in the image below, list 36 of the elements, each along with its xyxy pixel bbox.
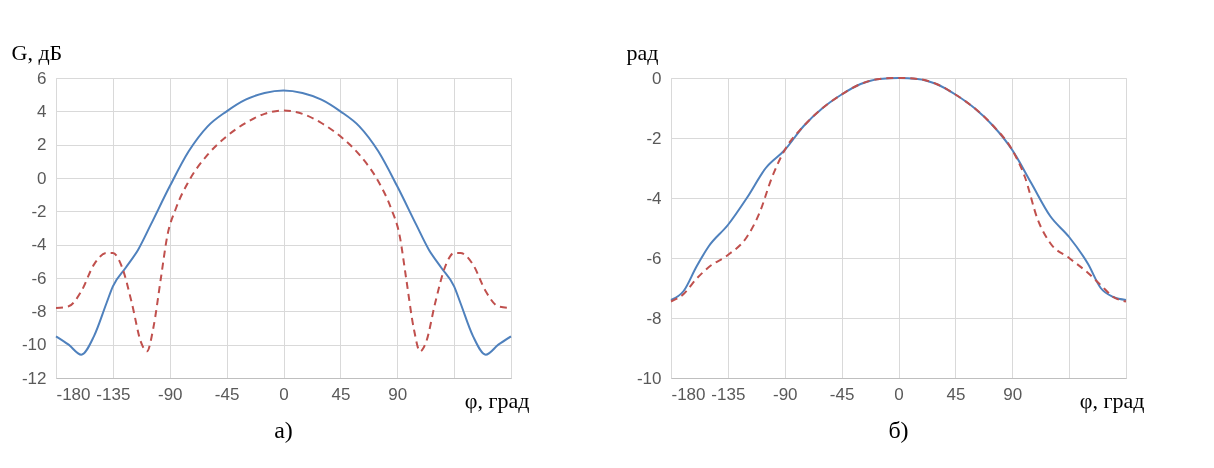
x-tick-label: 45: [946, 384, 966, 404]
y-axis-title: G, дБ: [11, 39, 63, 65]
y-tick-label: -8: [31, 301, 47, 321]
y-tick-label: -10: [636, 368, 662, 388]
y-tick-label: 4: [37, 101, 47, 121]
x-axis-title: φ, град: [464, 387, 530, 413]
y-tick-label: 0: [37, 168, 47, 188]
x-tick-label: 0: [279, 384, 289, 404]
y-tick-label: -12: [21, 368, 47, 388]
y-axis-title: рад: [626, 39, 659, 65]
x-tick-label: -45: [829, 384, 855, 404]
y-tick-label: 2: [37, 135, 47, 155]
x-tick-label: -180: [671, 384, 706, 404]
x-tick-label: -180: [56, 384, 91, 404]
y-tick-label: -6: [31, 268, 47, 288]
x-axis-title: φ, град: [1079, 387, 1145, 413]
y-tick-label: -4: [646, 188, 662, 208]
text: б): [888, 417, 909, 443]
y-tick-label: -8: [646, 308, 662, 328]
y-tick-label: 6: [37, 68, 47, 88]
y-tick-label: 0: [652, 68, 662, 88]
y-tick-label: -10: [21, 335, 47, 355]
x-tick-label: -45: [214, 384, 240, 404]
x-tick-label: 90: [1003, 384, 1023, 404]
y-tick-label: -4: [31, 235, 47, 255]
x-tick-label: 0: [894, 384, 904, 404]
y-tick-label: -2: [31, 201, 47, 221]
x-tick-label: -135: [96, 384, 131, 404]
y-tick-label: -2: [646, 128, 662, 148]
x-tick-label: 45: [331, 384, 351, 404]
x-tick-label: -135: [711, 384, 746, 404]
y-tick-label: -6: [646, 248, 662, 268]
x-tick-label: -90: [772, 384, 798, 404]
text: а): [274, 417, 293, 443]
x-tick-label: -90: [157, 384, 183, 404]
x-tick-label: 90: [388, 384, 408, 404]
